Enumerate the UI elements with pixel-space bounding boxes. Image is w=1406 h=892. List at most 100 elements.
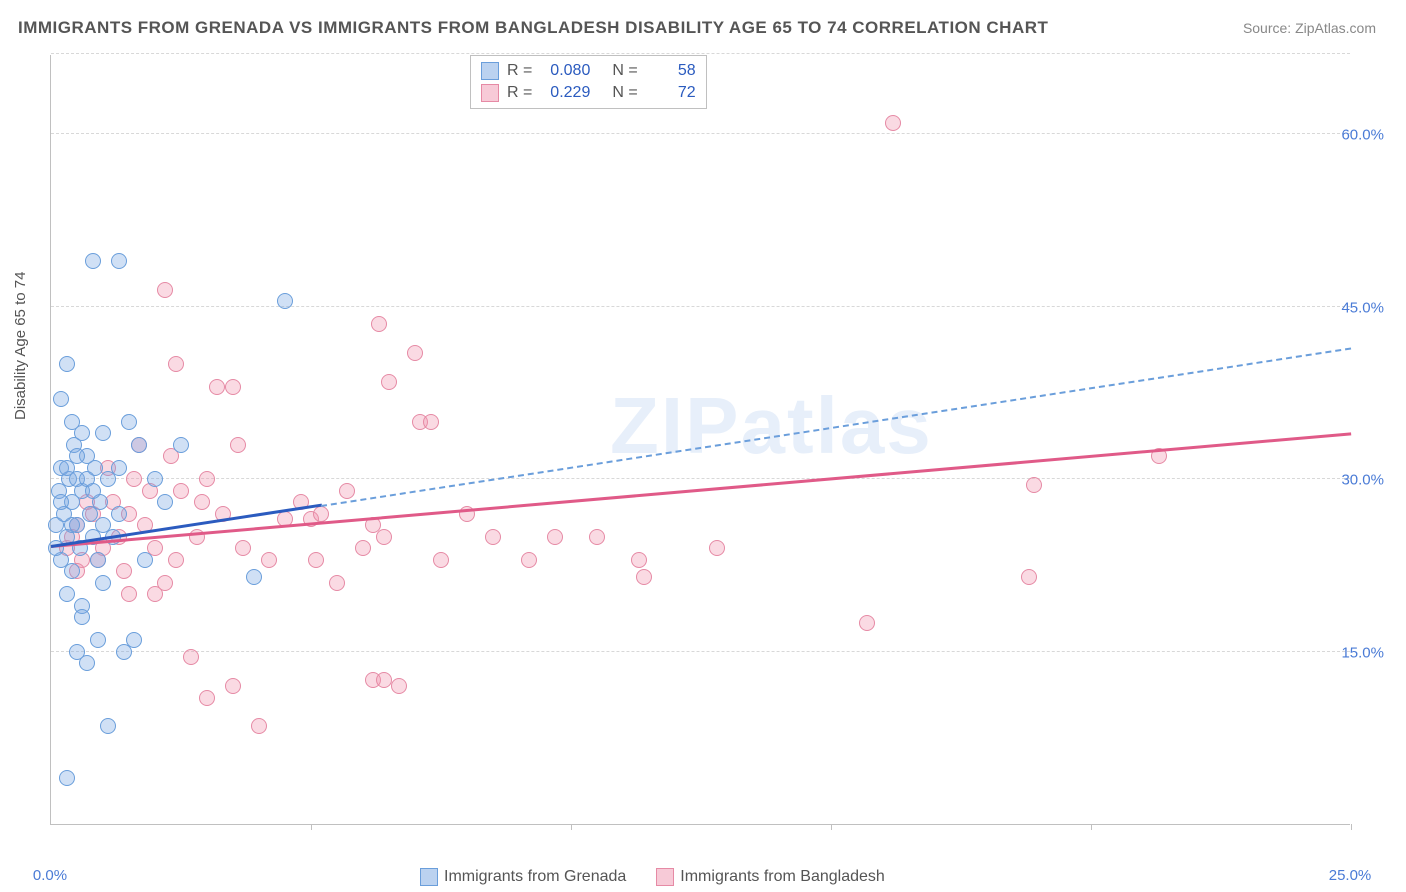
grenada-point — [111, 253, 127, 269]
bangladesh-point — [339, 483, 355, 499]
x-tick-mark — [571, 824, 572, 830]
series-label-grenada: Immigrants from Grenada — [444, 868, 626, 885]
grenada-point — [74, 425, 90, 441]
bangladesh-point — [173, 483, 189, 499]
grenada-point — [53, 391, 69, 407]
bangladesh-point — [121, 586, 137, 602]
grenada-point — [53, 494, 69, 510]
grenada-point — [131, 437, 147, 453]
grenada-point — [246, 569, 262, 585]
grenada-point — [85, 253, 101, 269]
grenada-point — [147, 471, 163, 487]
r-value-bangladesh: 0.229 — [540, 84, 590, 102]
grenada-point — [90, 552, 106, 568]
r-label: R = — [507, 62, 532, 80]
bangladesh-point — [199, 690, 215, 706]
grenada-point — [126, 632, 142, 648]
source-prefix: Source: — [1243, 20, 1295, 36]
bangladesh-point — [126, 471, 142, 487]
trend-bangladesh — [51, 433, 1351, 549]
bangladesh-point — [225, 379, 241, 395]
series-label-bangladesh: Immigrants from Bangladesh — [680, 868, 885, 885]
grenada-point — [74, 609, 90, 625]
r-value-grenada: 0.080 — [540, 62, 590, 80]
y-tick-label: 60.0% — [1341, 127, 1384, 144]
bangladesh-point — [521, 552, 537, 568]
bangladesh-point — [355, 540, 371, 556]
bangladesh-point — [209, 379, 225, 395]
grenada-point — [111, 506, 127, 522]
legend-row-grenada: R = 0.080 N = 58 — [481, 60, 696, 82]
bangladesh-point — [168, 552, 184, 568]
grenada-point — [100, 718, 116, 734]
grenada-point — [95, 575, 111, 591]
bangladesh-point — [376, 529, 392, 545]
x-tick-label: 0.0% — [33, 867, 67, 884]
bangladesh-point — [261, 552, 277, 568]
legend-item-grenada: Immigrants from Grenada — [420, 868, 626, 886]
bangladesh-point — [225, 678, 241, 694]
gridline-h — [51, 478, 1350, 479]
plot-area — [50, 55, 1350, 825]
bangladesh-point — [485, 529, 501, 545]
source-link[interactable]: ZipAtlas.com — [1295, 20, 1376, 36]
y-tick-label: 15.0% — [1341, 644, 1384, 661]
swatch-pink-icon — [656, 868, 674, 886]
grenada-point — [121, 414, 137, 430]
grenada-point — [79, 655, 95, 671]
bangladesh-point — [381, 374, 397, 390]
bangladesh-point — [885, 115, 901, 131]
bangladesh-point — [709, 540, 725, 556]
x-tick-label: 25.0% — [1329, 867, 1372, 884]
bangladesh-point — [391, 678, 407, 694]
chart-title: IMMIGRANTS FROM GRENADA VS IMMIGRANTS FR… — [18, 18, 1048, 38]
y-tick-label: 45.0% — [1341, 299, 1384, 316]
bangladesh-point — [859, 615, 875, 631]
grenada-point — [157, 494, 173, 510]
grenada-point — [64, 517, 80, 533]
r-label: R = — [507, 84, 532, 102]
bangladesh-point — [547, 529, 563, 545]
bangladesh-point — [1026, 477, 1042, 493]
grenada-point — [64, 563, 80, 579]
bangladesh-point — [199, 471, 215, 487]
bangladesh-point — [308, 552, 324, 568]
legend-item-bangladesh: Immigrants from Bangladesh — [656, 868, 885, 886]
bangladesh-point — [313, 506, 329, 522]
bangladesh-point — [433, 552, 449, 568]
n-label: N = — [612, 62, 637, 80]
bangladesh-point — [407, 345, 423, 361]
grenada-point — [59, 770, 75, 786]
grenada-point — [59, 460, 75, 476]
swatch-pink-icon — [481, 84, 499, 102]
grenada-point — [277, 293, 293, 309]
gridline-h — [51, 651, 1350, 652]
grenada-point — [95, 425, 111, 441]
bangladesh-point — [631, 552, 647, 568]
n-value-grenada: 58 — [646, 62, 696, 80]
legend-correlation-box: R = 0.080 N = 58 R = 0.229 N = 72 — [470, 55, 707, 109]
grenada-point — [85, 483, 101, 499]
bangladesh-point — [1021, 569, 1037, 585]
n-value-bangladesh: 72 — [646, 84, 696, 102]
legend-series: Immigrants from Grenada Immigrants from … — [420, 868, 885, 886]
bangladesh-point — [371, 316, 387, 332]
bangladesh-point — [183, 649, 199, 665]
swatch-blue-icon — [481, 62, 499, 80]
x-tick-mark — [1091, 824, 1092, 830]
gridline-h — [51, 133, 1350, 134]
legend-row-bangladesh: R = 0.229 N = 72 — [481, 82, 696, 104]
grenada-point — [173, 437, 189, 453]
bangladesh-point — [376, 672, 392, 688]
bangladesh-point — [329, 575, 345, 591]
bangladesh-point — [235, 540, 251, 556]
swatch-blue-icon — [420, 868, 438, 886]
grenada-point — [59, 586, 75, 602]
bangladesh-point — [251, 718, 267, 734]
bangladesh-point — [230, 437, 246, 453]
x-tick-mark — [311, 824, 312, 830]
bangladesh-point — [157, 282, 173, 298]
grenada-point — [90, 632, 106, 648]
bangladesh-point — [423, 414, 439, 430]
bangladesh-point — [168, 356, 184, 372]
